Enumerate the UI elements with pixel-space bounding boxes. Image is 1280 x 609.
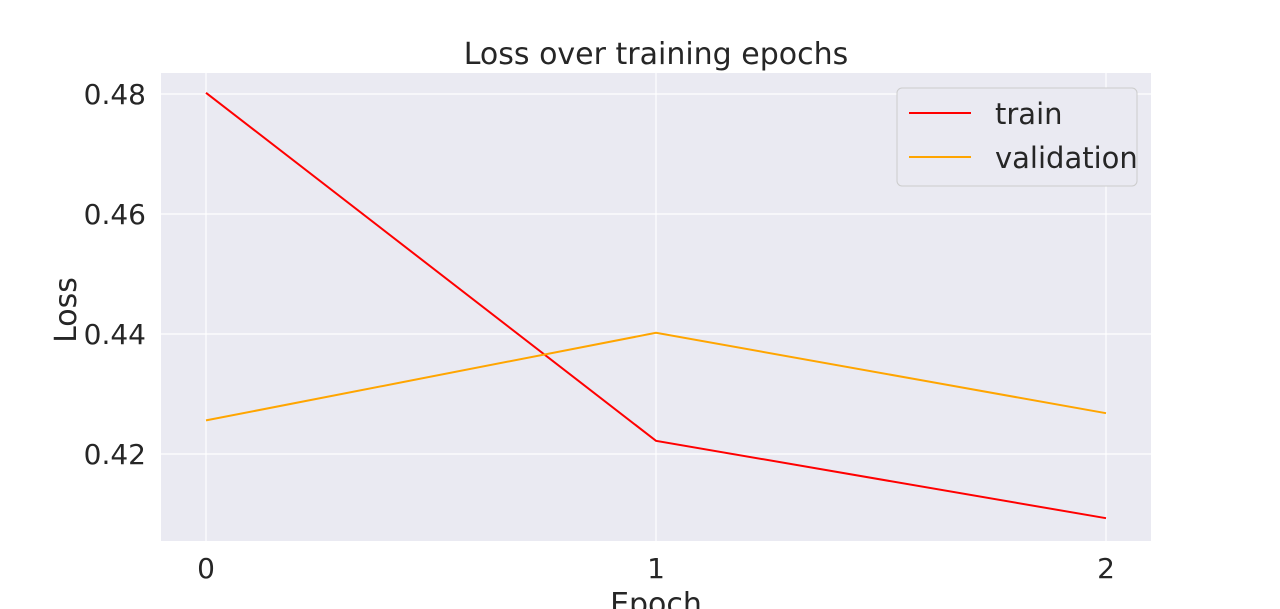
y-tick-label: 0.48 <box>84 78 146 111</box>
y-tick-label: 0.46 <box>84 198 146 231</box>
y-tick-label: 0.42 <box>84 438 146 471</box>
series-line-train <box>205 92 1107 520</box>
x-axis-label: Epoch <box>610 587 702 609</box>
x-tick-labels: 0 1 2 <box>197 552 1115 585</box>
grid <box>161 73 1151 541</box>
series-line-validation <box>205 331 1107 422</box>
legend-label-validation: validation <box>995 141 1138 175</box>
x-tick-label: 0 <box>197 552 215 585</box>
series-lines <box>205 92 1107 520</box>
y-tick-labels: 0.42 0.44 0.46 0.48 <box>84 78 146 471</box>
y-axis-label: Loss <box>49 277 84 343</box>
legend-label-train: train <box>995 97 1063 131</box>
legend: train validation <box>896 87 1138 187</box>
y-tick-label: 0.44 <box>84 318 146 351</box>
chart-title: Loss over training epochs <box>464 37 849 72</box>
x-tick-label: 2 <box>1097 552 1115 585</box>
x-tick-label: 1 <box>647 552 665 585</box>
